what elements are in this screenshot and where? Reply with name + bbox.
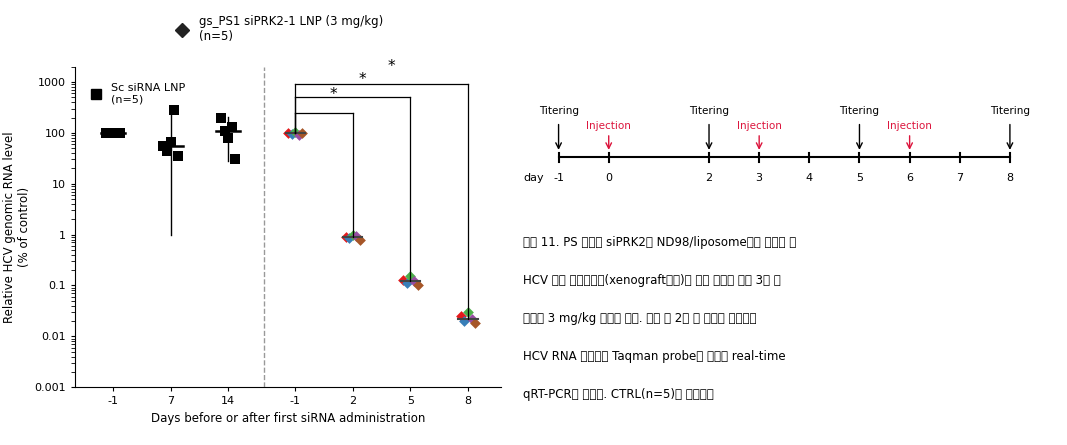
Point: [108, 129, 125, 137]
Text: *: *: [359, 72, 366, 87]
Text: *: *: [387, 59, 395, 74]
Point: [170, 153, 187, 160]
Point: [348, 232, 365, 239]
Point: [220, 134, 237, 142]
Point: [212, 114, 229, 121]
Point: [405, 278, 423, 285]
Text: 0: 0: [605, 173, 612, 183]
Point: [337, 233, 354, 240]
Text: 7: 7: [956, 173, 964, 183]
Point: [155, 142, 172, 150]
Text: 2: 2: [705, 173, 713, 183]
Text: *: *: [330, 87, 337, 102]
Text: 3: 3: [755, 173, 763, 183]
Point: [223, 124, 240, 131]
Point: [105, 129, 122, 137]
Text: Injection: Injection: [736, 121, 782, 131]
Text: 8: 8: [1006, 173, 1014, 183]
Text: HCV 복제 마우스모델(xenograft모델)에 꼼리 정맥을 통해 3일 간: HCV 복제 마우스모델(xenograft모델)에 꼼리 정맥을 통해 3일 …: [523, 274, 781, 287]
Y-axis label: Relative HCV genomic RNA level
(% of control): Relative HCV genomic RNA level (% of con…: [3, 131, 31, 323]
Text: 6: 6: [906, 173, 913, 183]
X-axis label: Days before or after first siRNA administration: Days before or after first siRNA adminis…: [150, 412, 426, 425]
Text: Injection: Injection: [586, 121, 632, 131]
Point: [293, 129, 310, 137]
Text: Titering: Titering: [990, 106, 1030, 116]
Text: 그림 11. PS 수식된 siPRK2를 ND98/liposome으로 제형한 후: 그림 11. PS 수식된 siPRK2를 ND98/liposome으로 제형…: [523, 236, 796, 249]
Point: [283, 130, 300, 138]
Point: [466, 320, 483, 327]
Point: [456, 317, 473, 324]
Text: HCV RNA 카피수는 Taqman probe를 사용한 real-time: HCV RNA 카피수는 Taqman probe를 사용한 real-time: [523, 350, 785, 363]
Point: [351, 236, 368, 243]
Point: [287, 128, 304, 135]
Point: [340, 235, 357, 242]
Text: 격으로 3 mg/kg 농도로 주입. 주입 후 2일 뒤 혈청에 남아있는: 격으로 3 mg/kg 농도로 주입. 주입 후 2일 뒤 혈청에 남아있는: [523, 312, 757, 325]
Point: [463, 316, 480, 323]
Point: [216, 127, 233, 134]
Point: [395, 276, 412, 283]
Point: [398, 280, 415, 287]
Point: [280, 129, 297, 137]
Legend: gs_PS1 siPRK2-1 LNP (3 mg/kg)
(n=5): gs_PS1 siPRK2-1 LNP (3 mg/kg) (n=5): [166, 10, 388, 48]
Text: Titering: Titering: [840, 106, 879, 116]
Point: [112, 129, 129, 137]
Point: [345, 231, 362, 238]
Point: [290, 132, 307, 139]
Legend: Sc siRNA LNP
(n=5): Sc siRNA LNP (n=5): [80, 79, 190, 109]
Text: 5: 5: [856, 173, 863, 183]
Point: [162, 139, 179, 146]
Text: day: day: [523, 173, 544, 183]
Text: 4: 4: [806, 173, 813, 183]
Text: Titering: Titering: [689, 106, 729, 116]
Point: [452, 312, 469, 320]
Point: [460, 308, 477, 316]
Point: [227, 156, 244, 163]
Point: [402, 273, 419, 280]
Text: -1: -1: [553, 173, 564, 183]
Point: [165, 107, 182, 114]
Text: qRT-PCR로 분석함. CTRL(n=5)는 비처리군: qRT-PCR로 분석함. CTRL(n=5)는 비처리군: [523, 388, 714, 401]
Point: [101, 129, 118, 137]
Text: Titering: Titering: [539, 106, 578, 116]
Text: Injection: Injection: [887, 121, 933, 131]
Point: [97, 129, 114, 137]
Point: [409, 282, 426, 289]
Point: [159, 147, 176, 154]
